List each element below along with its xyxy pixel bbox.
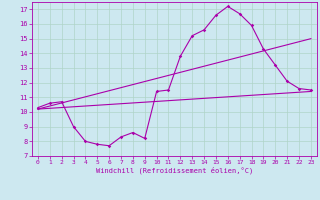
X-axis label: Windchill (Refroidissement éolien,°C): Windchill (Refroidissement éolien,°C) <box>96 167 253 174</box>
